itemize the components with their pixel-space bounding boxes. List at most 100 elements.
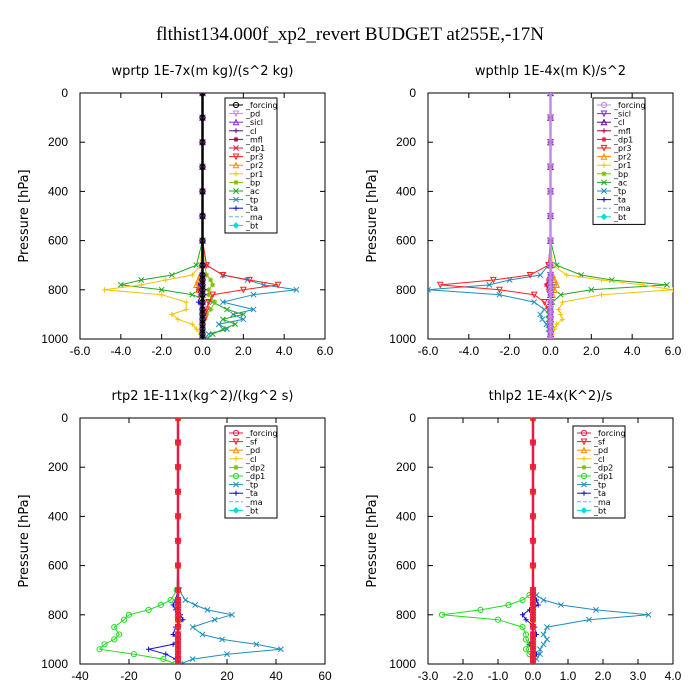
series-point-pr1 <box>159 292 165 298</box>
legend-marker <box>580 472 588 480</box>
legend-marker <box>232 118 240 126</box>
series-point-ta <box>170 631 176 638</box>
series-point-tp <box>537 311 544 318</box>
series-point-ac <box>189 291 196 298</box>
series-point-ac <box>557 291 564 298</box>
series-group <box>428 93 673 339</box>
series-point-bp <box>210 282 216 288</box>
legend-marker <box>232 429 240 437</box>
legend-marker <box>581 490 587 496</box>
series-point-pr1 <box>554 321 560 327</box>
series-point-pr3 <box>436 281 444 289</box>
legend-label: _cl <box>613 118 625 127</box>
series-point-tp <box>537 651 543 658</box>
series-point-pr3 <box>246 276 253 284</box>
series-point-bp <box>208 306 214 313</box>
legend-marker <box>580 438 588 446</box>
series-point-pr3 <box>489 276 497 284</box>
series-point-dp1 <box>111 624 118 631</box>
series-point-tp <box>204 606 211 613</box>
x-tick-label: 6.0 <box>665 344 682 358</box>
series-point-ac <box>158 286 165 293</box>
x-tick-label: -3.0 <box>418 669 439 683</box>
y-tick-label: 1000 <box>389 657 416 671</box>
series-point-ac <box>193 262 200 269</box>
x-tick-label: -2.0 <box>151 344 172 358</box>
y-tick-label: 200 <box>396 460 416 474</box>
series-point-tp <box>211 616 218 623</box>
legend-label: _cl <box>245 127 257 136</box>
legend-label: _bt <box>245 221 258 230</box>
legend: _forcing_sicl_cl_mfl_dp1_pr3_pr2_pr1_bp_… <box>592 97 646 225</box>
plot-1: wprtp 1E-7x(m kg)/(s^2 kg) Pressure [hPa]… <box>17 64 334 358</box>
series-point-ta <box>170 602 176 608</box>
series-point-tp <box>250 291 257 298</box>
legend-label: _forcing <box>593 429 626 438</box>
y-tick-label: 0 <box>61 86 68 100</box>
legend-label: _bp <box>245 178 260 187</box>
series-group <box>96 418 284 664</box>
legend-marker <box>233 464 239 470</box>
series-point-tp <box>540 641 547 648</box>
x-tick-label: 2.0 <box>583 344 600 358</box>
series-point-tp <box>277 646 284 653</box>
legend-marker <box>601 136 607 142</box>
plot-title: wprtp 1E-7x(m kg)/(s^2 kg) <box>112 64 294 79</box>
series-point-pr1 <box>670 287 673 293</box>
legend-marker <box>233 205 239 211</box>
series-point-dp1 <box>522 636 530 643</box>
series-point-pr1 <box>189 321 195 327</box>
series-point-dp1 <box>145 606 152 613</box>
series-point-pr3 <box>526 271 534 279</box>
legend-marker <box>233 490 239 496</box>
legend-label: _ma <box>245 498 263 507</box>
x-tick-label: 2.0 <box>595 669 612 683</box>
series-point-pr1 <box>169 311 175 317</box>
legend-marker <box>232 101 240 109</box>
series-point-ac <box>240 311 247 318</box>
series-point-tp <box>540 597 547 603</box>
legend-label: _bp <box>613 170 628 179</box>
legend-marker <box>232 446 240 454</box>
plot-title: wpthlp 1E-4x(m K)/s^2 <box>475 64 626 79</box>
legend-label: _dp1 <box>593 472 613 481</box>
legend-label: _sicl <box>613 110 631 119</box>
x-tick-label: 0 <box>175 669 182 683</box>
series-point-ac <box>138 277 145 283</box>
series-point-bp <box>203 311 210 317</box>
series-point-pr1 <box>101 287 108 293</box>
legend-label: _pd <box>245 446 260 455</box>
series-point-dp1 <box>96 646 103 653</box>
legend-label: _tp <box>593 481 606 490</box>
series-point-tp <box>586 616 592 623</box>
legend-marker <box>601 171 607 177</box>
legend-marker <box>232 153 240 161</box>
x-tick-label: 4.0 <box>624 344 641 358</box>
series-point-ac <box>117 281 124 288</box>
y-tick-label: 1000 <box>41 332 68 346</box>
y-tick-label: 0 <box>409 86 416 100</box>
legend-marker <box>233 179 239 185</box>
legend-label: _forcing <box>613 101 646 110</box>
y-tick-label: 600 <box>48 559 68 573</box>
legend-marker <box>233 128 239 134</box>
series-point-tp <box>192 602 199 608</box>
series-point-pr1 <box>598 277 605 283</box>
series-point-bp <box>206 287 212 293</box>
series-point-ta <box>519 612 526 618</box>
series-point-ta <box>163 651 169 657</box>
series-point-bp <box>208 277 214 283</box>
series-point-tp <box>496 291 503 298</box>
legend-label: _cl <box>245 455 257 464</box>
x-tick-label: 6.0 <box>317 344 334 358</box>
legend-label: _dp1 <box>245 144 265 153</box>
series-point-tp <box>537 272 544 278</box>
legend-marker <box>601 197 607 203</box>
series-group <box>101 93 300 339</box>
series-line-dp1 <box>441 418 534 664</box>
series-point-pr1 <box>639 282 645 288</box>
y-tick-label: 200 <box>48 460 68 474</box>
series-point-dp1 <box>494 616 502 623</box>
series-point-ac <box>588 286 595 293</box>
x-tick-label: 20 <box>220 669 234 683</box>
